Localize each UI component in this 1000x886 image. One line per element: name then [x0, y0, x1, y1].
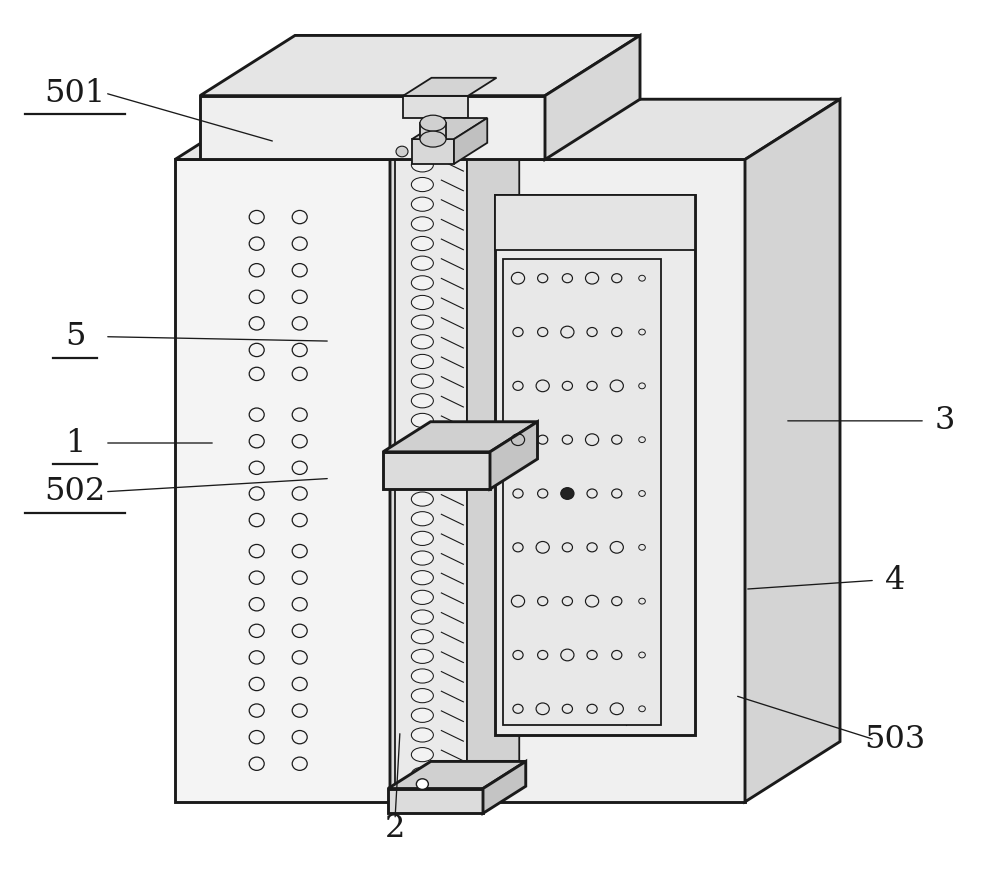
Bar	[495, 195, 695, 735]
Polygon shape	[454, 118, 487, 164]
Ellipse shape	[411, 728, 433, 742]
Ellipse shape	[411, 551, 433, 565]
Polygon shape	[745, 99, 840, 802]
Polygon shape	[412, 118, 487, 139]
Text: 501: 501	[44, 78, 106, 108]
Ellipse shape	[411, 532, 433, 546]
Ellipse shape	[411, 649, 433, 664]
Polygon shape	[175, 99, 485, 159]
Ellipse shape	[411, 354, 433, 369]
Bar	[403, 96, 468, 118]
Ellipse shape	[411, 688, 433, 703]
Text: 503: 503	[864, 725, 926, 755]
Ellipse shape	[411, 374, 433, 388]
Ellipse shape	[411, 197, 433, 211]
Bar	[383, 452, 490, 489]
Ellipse shape	[411, 177, 433, 191]
Polygon shape	[200, 35, 640, 96]
Bar	[470, 159, 745, 802]
Ellipse shape	[411, 630, 433, 644]
Ellipse shape	[411, 453, 433, 467]
Ellipse shape	[411, 237, 433, 251]
Ellipse shape	[411, 610, 433, 624]
Ellipse shape	[411, 393, 433, 408]
Polygon shape	[383, 422, 538, 452]
Text: 502: 502	[44, 477, 106, 507]
Ellipse shape	[411, 414, 433, 428]
Ellipse shape	[411, 767, 433, 781]
Ellipse shape	[411, 511, 433, 525]
Polygon shape	[390, 99, 485, 802]
Bar	[175, 159, 390, 802]
Text: 4: 4	[885, 565, 905, 595]
Polygon shape	[470, 99, 840, 159]
Polygon shape	[395, 127, 519, 159]
Ellipse shape	[411, 748, 433, 762]
Text: 2: 2	[385, 813, 405, 843]
Ellipse shape	[411, 335, 433, 349]
Text: 3: 3	[935, 406, 955, 436]
Circle shape	[416, 779, 428, 789]
Ellipse shape	[411, 669, 433, 683]
Ellipse shape	[411, 217, 433, 231]
Ellipse shape	[411, 590, 433, 604]
Ellipse shape	[420, 115, 446, 131]
Text: 1: 1	[65, 428, 85, 458]
Ellipse shape	[411, 708, 433, 722]
Text: 5: 5	[65, 322, 85, 352]
Polygon shape	[467, 127, 519, 802]
Polygon shape	[490, 422, 538, 489]
Polygon shape	[545, 35, 640, 159]
Ellipse shape	[411, 256, 433, 270]
Polygon shape	[483, 761, 526, 813]
Polygon shape	[403, 78, 497, 96]
Ellipse shape	[411, 158, 433, 172]
Bar	[412, 139, 454, 164]
Circle shape	[561, 487, 574, 500]
Ellipse shape	[411, 472, 433, 486]
Ellipse shape	[411, 433, 433, 447]
Ellipse shape	[411, 315, 433, 330]
Ellipse shape	[420, 131, 446, 147]
Bar	[200, 96, 545, 159]
Ellipse shape	[411, 295, 433, 309]
Bar	[503, 259, 661, 725]
Bar	[395, 159, 467, 802]
Ellipse shape	[411, 571, 433, 585]
Bar	[388, 789, 483, 813]
Bar	[495, 195, 695, 250]
Bar	[420, 123, 446, 139]
Circle shape	[396, 146, 408, 157]
Ellipse shape	[411, 276, 433, 290]
Ellipse shape	[411, 492, 433, 506]
Polygon shape	[388, 761, 526, 789]
